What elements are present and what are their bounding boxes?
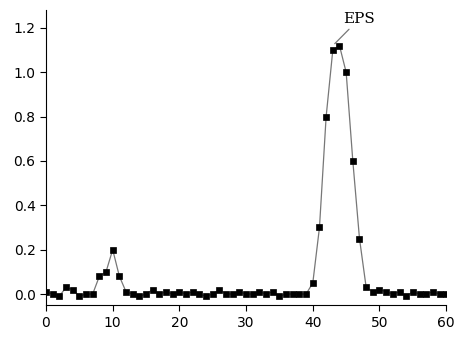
Text: EPS: EPS: [334, 13, 374, 44]
